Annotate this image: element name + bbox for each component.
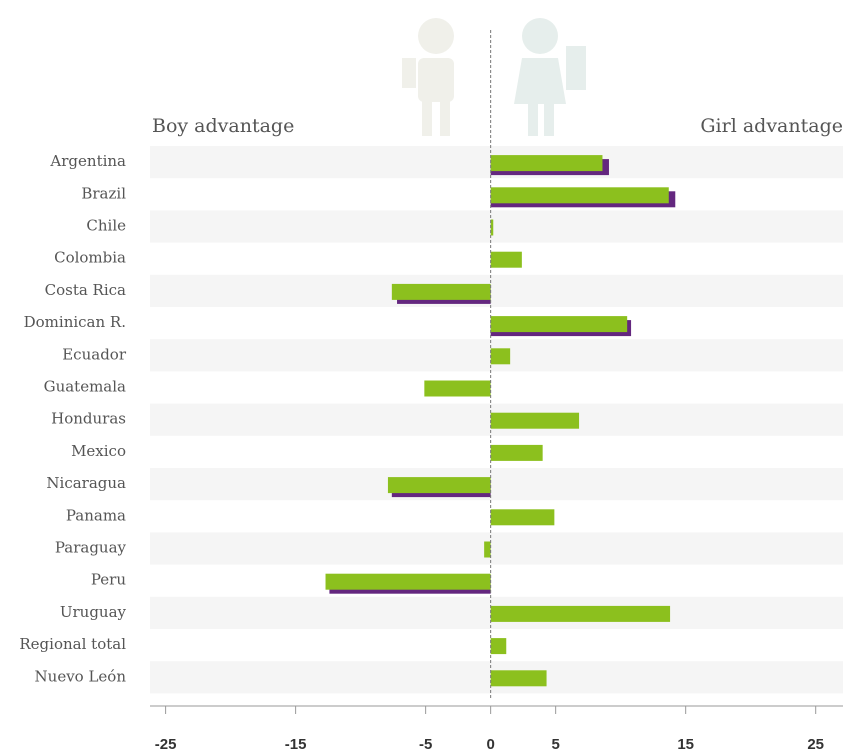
x-tick-label: 0 [486,736,494,753]
bar [490,251,522,268]
bar [325,573,491,590]
y-tick-label: Panama [66,506,126,524]
y-tick-label: Honduras [51,410,126,428]
x-tick-label: -5 [419,736,432,753]
y-tick-label: Ecuador [62,345,127,363]
girl-icon [514,18,586,136]
bar [490,316,628,333]
bar [387,477,491,494]
bar [490,155,603,172]
y-tick-label: Brazil [81,184,126,202]
y-tick-label: Dominican R. [24,313,126,331]
y-tick-label: Nicaragua [46,474,126,492]
boy-icon [402,18,454,136]
x-tick-label: 25 [807,736,824,753]
bar [490,509,555,526]
boy-advantage-label: Boy advantage [152,115,294,137]
row-band [150,210,843,243]
y-tick-label: Uruguay [60,603,127,621]
y-tick-label: Argentina [49,152,126,170]
y-tick-label: Mexico [71,442,126,460]
row-band [150,532,843,565]
bar [490,412,580,429]
y-tick-label: Regional total [19,635,126,653]
x-tick-label: 15 [677,736,694,753]
y-tick-label: Nuevo León [35,667,127,685]
bar [484,541,491,558]
bar [490,605,671,622]
y-tick-label: Peru [91,571,126,589]
bar [424,380,491,397]
y-tick-label: Guatemala [44,378,126,396]
girl-advantage-label: Girl advantage [700,115,843,137]
row-band [150,468,843,501]
x-tick-label: -25 [155,736,177,753]
x-tick-label: 5 [551,736,559,753]
y-tick-label: Chile [86,217,126,235]
bar [490,670,547,687]
bar [490,348,511,365]
bar [490,444,543,461]
y-tick-label: Colombia [54,249,126,267]
bar [490,638,507,655]
bar [391,283,491,300]
y-tick-label: Costa Rica [45,281,126,299]
bar [490,219,494,236]
row-band [150,274,843,307]
bar [490,187,669,204]
y-tick-label: Paraguay [55,539,127,557]
x-tick-label: -15 [285,736,307,753]
